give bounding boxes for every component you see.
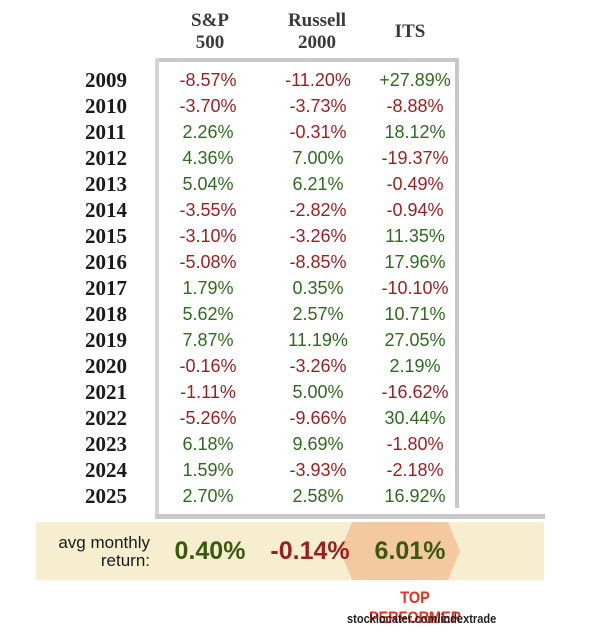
year-label: 2013 xyxy=(85,172,127,196)
table-frame-left xyxy=(155,58,159,518)
column-header-line: S&P xyxy=(191,10,229,31)
table-frame-top xyxy=(158,58,458,62)
table-cell: 10.71% xyxy=(384,304,446,324)
year-label: 2015 xyxy=(85,224,127,248)
table-cell: -3.70% xyxy=(179,96,237,116)
table-cell: -0.16% xyxy=(179,356,237,376)
column-header-sp500: S&P 500 xyxy=(160,10,260,54)
column-header-line: Russell xyxy=(287,10,347,31)
table-cell: 11.35% xyxy=(385,226,445,246)
table-cell: 2.57% xyxy=(292,304,344,324)
table-cell: -5.26% xyxy=(179,408,237,428)
year-label: 2023 xyxy=(85,432,127,456)
year-label: 2020 xyxy=(85,354,127,378)
table-cell: -0.31% xyxy=(289,122,347,142)
table-cell: 0.35% xyxy=(292,278,344,298)
avg-monthly-return-label: avg monthly return: xyxy=(40,534,150,570)
table-cell: 17.96% xyxy=(384,252,446,272)
table-cell: +27.89% xyxy=(379,70,451,90)
table-cell: -5.08% xyxy=(179,252,237,272)
table-cell: -8.88% xyxy=(386,96,444,116)
avg-label-line: avg monthly xyxy=(58,533,150,552)
table-cell: -19.37% xyxy=(381,148,449,168)
table-cell: -2.82% xyxy=(289,200,347,220)
table-cell: 5.62% xyxy=(182,304,234,324)
table-cell: -3.26% xyxy=(289,226,347,246)
year-label: 2016 xyxy=(85,250,127,274)
table-cell: -3.26% xyxy=(289,356,347,376)
table-cell: -1.11% xyxy=(180,382,236,402)
table-cell: 1.79% xyxy=(182,278,234,298)
avg-label-line: return: xyxy=(100,551,150,570)
year-label: 2022 xyxy=(85,406,127,430)
source-link[interactable]: stocklocater.com/indextrade xyxy=(347,611,497,626)
table-cell: -3.93% xyxy=(289,460,347,480)
column-header-line: ITS xyxy=(394,21,426,42)
year-label: 2025 xyxy=(85,484,127,508)
table-cell: -2.18% xyxy=(386,460,444,480)
year-label: 2014 xyxy=(85,198,127,222)
avg-value: 0.40% xyxy=(174,537,246,565)
table-cell: 16.92% xyxy=(384,486,446,506)
year-label: 2021 xyxy=(85,380,127,404)
table-cell: -11.20% xyxy=(285,70,351,90)
table-cell: 5.00% xyxy=(292,382,344,402)
table-cell: 2.58% xyxy=(292,486,344,506)
table-cell: -3.55% xyxy=(179,200,237,220)
year-label: 2011 xyxy=(85,120,126,144)
year-label: 2024 xyxy=(85,458,127,482)
top-performer-highlight xyxy=(340,522,460,580)
table-cell: 18.12% xyxy=(384,122,446,142)
table-cell: -3.73% xyxy=(289,96,347,116)
table-cell: 4.36% xyxy=(182,148,234,168)
table-cell: -9.66% xyxy=(289,408,347,428)
avg-value: -0.14% xyxy=(270,537,350,565)
year-label: 2010 xyxy=(85,94,127,118)
table-cell: -0.49% xyxy=(386,174,444,194)
table-cell: 27.05% xyxy=(384,330,446,350)
table-cell: 1.59% xyxy=(182,460,234,480)
table-cell: -8.57% xyxy=(179,70,237,90)
column-header-line: 500 xyxy=(195,32,225,53)
year-label: 2017 xyxy=(85,276,127,300)
table-cell: 2.26% xyxy=(182,122,234,142)
column-header-russell2000: Russell 2000 xyxy=(262,10,372,54)
year-label: 2012 xyxy=(85,146,127,170)
table-cell: 2.19% xyxy=(389,356,441,376)
table-frame-bottom xyxy=(155,514,545,519)
table-cell: -10.10% xyxy=(381,278,449,298)
table-cell: 6.18% xyxy=(182,434,234,454)
top-performer-label: TOP PERFORMER xyxy=(368,588,462,627)
table-cell: 6.21% xyxy=(292,174,344,194)
table-cell: -16.62% xyxy=(381,382,449,402)
table-cell: 11.19% xyxy=(288,330,348,350)
table-cell: 30.44% xyxy=(384,408,446,428)
table-cell: 9.69% xyxy=(292,434,344,454)
table-cell: 5.04% xyxy=(182,174,234,194)
column-header-its: ITS xyxy=(365,21,455,43)
table-cell: 7.87% xyxy=(182,330,234,350)
table-cell: 7.00% xyxy=(292,148,344,168)
table-cell: 2.70% xyxy=(182,486,234,506)
table-frame-right xyxy=(455,58,459,508)
year-label: 2019 xyxy=(85,328,127,352)
column-header-line: 2000 xyxy=(298,32,336,53)
table-cell: -0.94% xyxy=(386,200,444,220)
year-label: 2009 xyxy=(85,68,127,92)
table-cell: -3.10% xyxy=(179,226,237,246)
table-cell: -1.80% xyxy=(386,434,444,454)
year-label: 2018 xyxy=(85,302,127,326)
table-cell: -8.85% xyxy=(289,252,347,272)
avg-value: 6.01% xyxy=(374,537,446,565)
